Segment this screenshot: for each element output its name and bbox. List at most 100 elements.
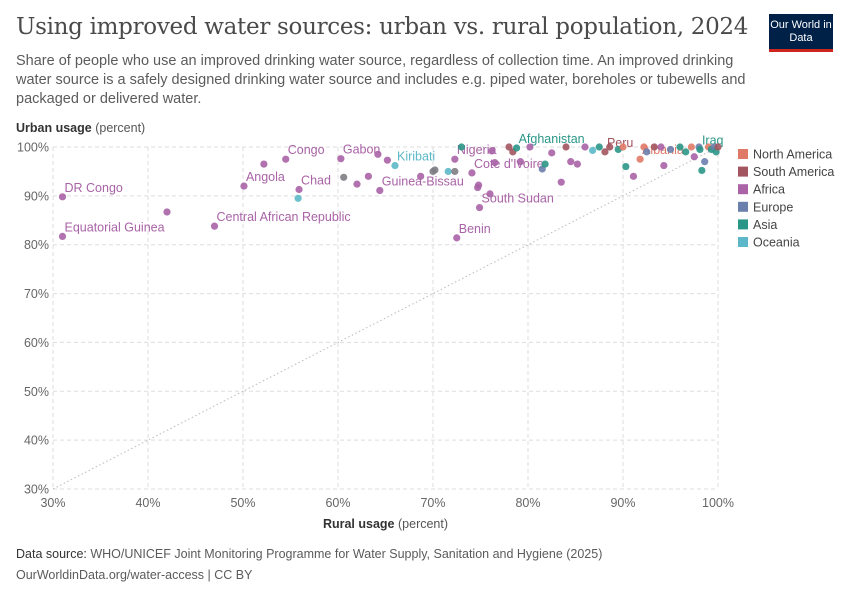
point-label: Guinea-Bissau [382, 174, 464, 188]
y-tick-label: 100% [17, 141, 49, 155]
data-point [557, 178, 565, 186]
data-point [383, 156, 391, 164]
data-point [240, 182, 248, 190]
data-point [660, 161, 668, 170]
data-point [353, 180, 361, 188]
data-point [714, 143, 722, 151]
data-point [682, 148, 690, 156]
point-label: South Sudan [482, 192, 554, 206]
legend-item: Oceania [753, 236, 800, 250]
y-tick-label: 30% [24, 483, 49, 497]
data-point [698, 166, 706, 175]
data-point [374, 150, 382, 158]
data-point [622, 162, 630, 171]
point-label: Afghanistan [519, 132, 585, 146]
data-point [163, 208, 171, 216]
data-point [676, 143, 684, 151]
data-point [562, 143, 570, 151]
data-point [629, 172, 638, 180]
legend-item: North America [753, 148, 832, 162]
data-point [337, 155, 345, 163]
legend-item: South America [753, 165, 834, 179]
x-tick-label: 70% [420, 496, 445, 510]
data-point [526, 143, 534, 151]
data-point [474, 183, 482, 192]
y-tick-label: 70% [24, 287, 49, 301]
point-label: Benin [459, 222, 491, 236]
legend-swatch [738, 149, 748, 159]
data-point [486, 190, 494, 198]
reference-line [52, 146, 719, 490]
point-label: Nigeria [457, 143, 497, 157]
data-point [210, 222, 219, 230]
y-axis-label: Urban usage (percent) [16, 121, 145, 135]
point-label: Angola [246, 170, 285, 184]
point-label: Peru [607, 136, 633, 150]
data-point [601, 148, 609, 156]
data-point [541, 160, 549, 168]
source-label: Data source: [16, 547, 87, 561]
x-tick-label: 50% [230, 496, 255, 510]
data-point [636, 155, 644, 163]
point-label: DR Congo [65, 181, 123, 195]
y-tick-label: 90% [24, 189, 49, 203]
data-point [475, 203, 484, 212]
data-point [451, 155, 459, 163]
data-point [619, 143, 627, 151]
legend-swatch [738, 201, 748, 212]
data-point [444, 167, 452, 176]
data-point [548, 149, 556, 157]
chart-subtitle: Share of people who use an improved drin… [16, 53, 746, 107]
chart-title: Using improved water sources: urban vs. … [16, 14, 749, 40]
data-point [687, 143, 696, 151]
legend-swatch [738, 166, 748, 177]
data-point [666, 145, 675, 154]
x-tick-label: 100% [702, 496, 734, 510]
data-point [650, 143, 658, 151]
data-point [391, 161, 399, 170]
point-label: Kiribati [397, 150, 435, 164]
x-tick-label: 30% [40, 496, 65, 510]
data-point [364, 172, 372, 180]
x-tick-label: 80% [515, 496, 540, 510]
point-label: Gabon [343, 143, 381, 157]
source-text: WHO/UNICEF Joint Monitoring Programme fo… [90, 547, 603, 561]
x-axis-label: Rural usage (percent) [323, 517, 448, 531]
data-point [643, 148, 651, 156]
legend-item: Africa [753, 183, 785, 197]
data-point [581, 143, 589, 151]
data-source: Data source: WHO/UNICEF Joint Monitoring… [16, 547, 602, 561]
footer-link[interactable]: OurWorldinData.org/water-access | CC BY [16, 568, 253, 582]
data-point [516, 158, 525, 166]
data-point [58, 232, 67, 241]
data-point [295, 185, 303, 194]
data-point [431, 166, 439, 174]
x-tick-label: 40% [135, 496, 160, 510]
legend-item: Asia [753, 218, 777, 232]
data-point [696, 145, 704, 154]
point-label: Equatorial Guinea [65, 220, 165, 234]
point-label: Central African Republic [217, 210, 351, 224]
data-point [505, 143, 513, 151]
y-tick-label: 80% [24, 238, 49, 252]
data-point [513, 144, 521, 152]
y-tick-label: 60% [24, 336, 49, 350]
owid-logo[interactable]: Our World in Data [769, 14, 833, 52]
logo-text: Our World in Data [770, 19, 832, 44]
data-point [491, 159, 499, 167]
x-tick-label: 60% [325, 496, 350, 510]
data-point [340, 173, 348, 181]
y-tick-label: 40% [24, 434, 49, 448]
data-point [595, 143, 603, 151]
data-point [451, 167, 459, 176]
data-point [294, 194, 302, 202]
data-point [589, 146, 597, 155]
data-point [690, 153, 698, 161]
data-point [606, 143, 614, 151]
data-point [376, 186, 384, 195]
legend-item: Europe [753, 200, 793, 214]
data-point [468, 169, 476, 177]
legend-swatch [738, 237, 748, 247]
data-point [488, 147, 496, 155]
